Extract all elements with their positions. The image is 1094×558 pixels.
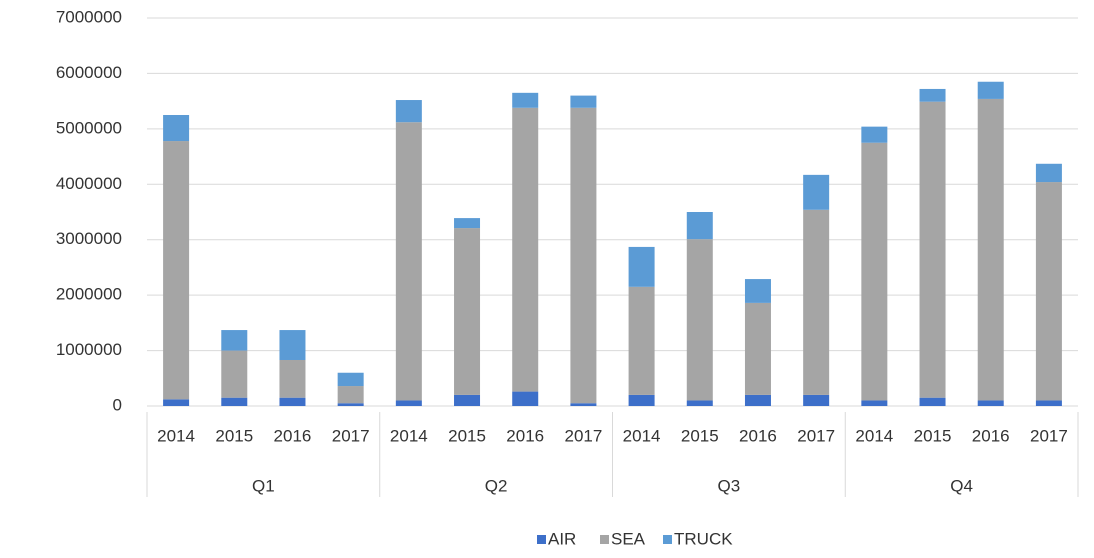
bar-segment xyxy=(163,399,190,406)
x-tick-label: 2016 xyxy=(506,426,544,445)
bar-segment xyxy=(977,81,1004,99)
group-label: Q3 xyxy=(718,476,741,495)
legend-label: AIR xyxy=(548,529,576,548)
legend-label: SEA xyxy=(611,529,646,548)
y-tick-label: 0 xyxy=(113,395,122,414)
bar-segment xyxy=(861,142,888,401)
bar-segment xyxy=(512,107,539,392)
bar-segment xyxy=(279,397,306,406)
x-tick-label: 2017 xyxy=(332,426,370,445)
y-tick-label: 6000000 xyxy=(56,63,122,82)
x-tick-label: 2014 xyxy=(157,426,195,445)
x-tick-label: 2015 xyxy=(681,426,719,445)
bar-segment xyxy=(686,212,713,240)
bar-segment xyxy=(628,394,655,406)
bar-segment xyxy=(803,394,830,406)
x-tick-label: 2017 xyxy=(797,426,835,445)
bar-segment xyxy=(919,101,946,398)
bar-segment xyxy=(570,107,597,404)
x-tick-label: 2015 xyxy=(448,426,486,445)
group-label: Q1 xyxy=(252,476,275,495)
bar-segment xyxy=(977,400,1004,406)
bar-segment xyxy=(919,397,946,406)
y-tick-label: 2000000 xyxy=(56,285,122,304)
bar-segment xyxy=(1035,163,1062,183)
bar-segment xyxy=(744,279,771,303)
x-tick-label: 2017 xyxy=(564,426,602,445)
bar-segment xyxy=(628,286,655,395)
x-tick-label: 2016 xyxy=(274,426,312,445)
bar-segment xyxy=(803,209,830,395)
x-tick-label: 2017 xyxy=(1030,426,1068,445)
bar-segment xyxy=(454,218,481,229)
bar-segment xyxy=(686,239,713,401)
bar-segment xyxy=(337,372,364,387)
bar-segment xyxy=(337,386,364,404)
bar-segment xyxy=(977,98,1004,401)
bar-segment xyxy=(221,330,248,351)
y-tick-label: 5000000 xyxy=(56,118,122,137)
bar-segment xyxy=(744,394,771,406)
bar-segment xyxy=(686,400,713,406)
bar-segment xyxy=(919,88,946,102)
x-tick-label: 2015 xyxy=(914,426,952,445)
bar-segment xyxy=(337,403,364,406)
y-tick-label: 1000000 xyxy=(56,340,122,359)
group-label: Q2 xyxy=(485,476,508,495)
bar-segment xyxy=(1035,182,1062,401)
x-tick-label: 2014 xyxy=(390,426,428,445)
x-tick-label: 2014 xyxy=(623,426,661,445)
bar-segment xyxy=(395,400,422,406)
bar-segment xyxy=(221,350,248,398)
bar-segment xyxy=(803,174,830,210)
bar-segment xyxy=(221,397,248,406)
bar-segment xyxy=(744,302,771,395)
bar-segment xyxy=(454,228,481,395)
bar-segment xyxy=(861,400,888,406)
bar-segment xyxy=(570,95,597,108)
bar-segment xyxy=(279,359,306,398)
bar-segment xyxy=(163,115,190,142)
bar-segment xyxy=(861,126,888,143)
x-tick-label: 2016 xyxy=(739,426,777,445)
x-tick-label: 2014 xyxy=(855,426,893,445)
bar-segment xyxy=(454,394,481,406)
bar-segment xyxy=(512,391,539,406)
bar-segment xyxy=(395,122,422,401)
x-tick-label: 2016 xyxy=(972,426,1010,445)
bar-segment xyxy=(512,92,539,108)
group-label: Q4 xyxy=(950,476,973,495)
bar-segment xyxy=(163,141,190,400)
bar-segment xyxy=(628,246,655,287)
y-tick-label: 4000000 xyxy=(56,174,122,193)
bar-segment xyxy=(279,330,306,360)
x-tick-label: 2015 xyxy=(215,426,253,445)
bar-segment xyxy=(1035,400,1062,406)
legend-swatch xyxy=(600,535,609,544)
bar-segment xyxy=(395,100,422,123)
y-tick-label: 7000000 xyxy=(56,7,122,26)
legend-swatch xyxy=(663,535,672,544)
bar-segment xyxy=(570,403,597,406)
y-tick-label: 3000000 xyxy=(56,229,122,248)
legend-label: TRUCK xyxy=(674,529,733,548)
legend-swatch xyxy=(537,535,546,544)
